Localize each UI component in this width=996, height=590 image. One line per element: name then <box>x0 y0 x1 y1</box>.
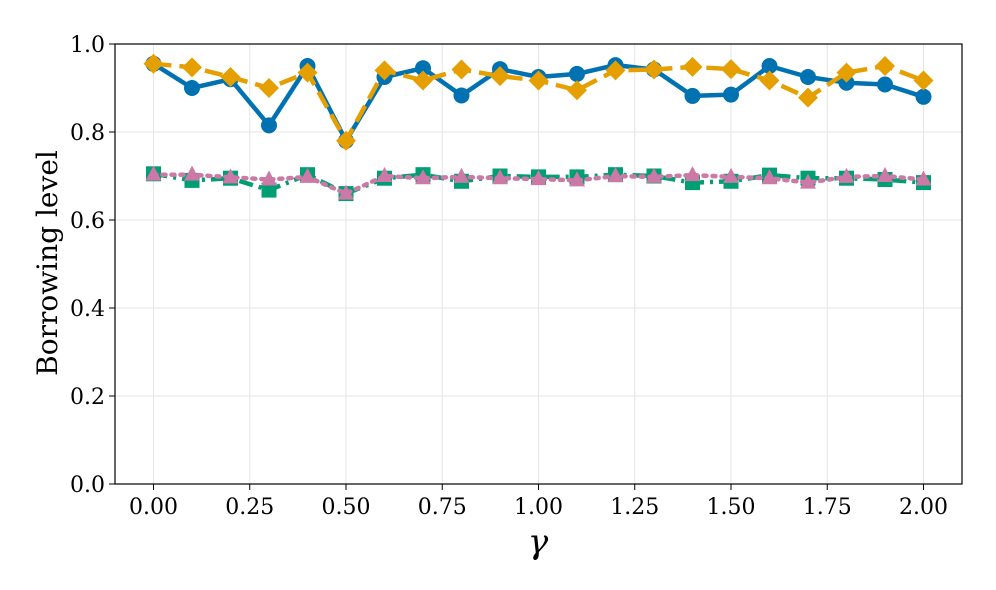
data-point <box>413 70 433 91</box>
data-point <box>877 167 893 182</box>
data-point <box>143 53 164 74</box>
data-point <box>723 167 739 183</box>
data-point <box>800 173 816 189</box>
data-point <box>567 80 587 101</box>
data-point <box>530 170 547 186</box>
y-tick-label: 0.6 <box>70 209 105 234</box>
data-point <box>184 80 200 96</box>
x-tick-label: 0.25 <box>225 495 274 520</box>
data-point <box>453 167 470 183</box>
data-point <box>761 169 778 185</box>
data-point <box>836 62 857 83</box>
data-point <box>338 184 354 200</box>
x-tick-label: 0.00 <box>129 495 178 520</box>
data-point <box>490 66 510 87</box>
data-point <box>838 167 855 183</box>
data-point <box>915 170 932 186</box>
y-tick-label: 0.2 <box>70 385 105 410</box>
series-line <box>151 172 926 196</box>
y-tick-label: 0.8 <box>70 121 105 146</box>
data-point <box>684 87 701 104</box>
data-point <box>415 60 431 77</box>
data-point <box>492 169 508 185</box>
data-point <box>297 62 318 83</box>
x-axis-label: γ <box>528 522 549 562</box>
data-point <box>376 167 393 182</box>
data-point <box>605 60 626 81</box>
data-point <box>374 60 395 81</box>
data-point <box>261 117 277 134</box>
data-point <box>299 167 316 183</box>
x-tick-label: 0.50 <box>322 495 371 520</box>
data-point <box>798 87 818 108</box>
data-point <box>451 59 472 80</box>
data-point <box>336 130 356 151</box>
data-point <box>184 165 200 181</box>
data-point <box>644 59 664 80</box>
data-point <box>415 169 431 185</box>
data-point <box>569 171 585 187</box>
series-2 <box>143 53 934 151</box>
data-point <box>800 69 816 85</box>
series-layer <box>143 53 934 202</box>
data-point <box>684 166 701 182</box>
data-point <box>453 87 470 104</box>
y-tick-label: 1.0 <box>70 33 105 58</box>
x-tick-label: 1.75 <box>803 495 852 520</box>
data-point <box>761 58 778 74</box>
x-tick-label: 1.00 <box>514 495 563 520</box>
x-tick-label: 0.75 <box>418 495 467 520</box>
data-point <box>261 170 277 186</box>
data-point <box>682 56 703 77</box>
y-axis-label: Borrowing level <box>31 150 64 376</box>
data-point <box>721 59 741 80</box>
x-tick-label: 1.25 <box>610 495 659 520</box>
data-point <box>182 57 202 78</box>
data-point <box>261 182 277 198</box>
data-point <box>915 88 932 105</box>
data-point <box>220 67 241 87</box>
data-point <box>759 70 780 91</box>
data-point <box>222 168 239 184</box>
data-point <box>913 70 934 91</box>
data-point <box>569 65 585 82</box>
data-point <box>607 167 624 182</box>
y-tick-label: 0.0 <box>70 473 105 498</box>
data-point <box>875 56 895 76</box>
data-point <box>528 70 549 91</box>
data-point <box>259 78 279 98</box>
grid-lines <box>115 43 962 485</box>
axes: 0.00 0.25 0.50 0.75 1.00 1.25 1.50 1.75 2.00 0.0 0… <box>70 33 948 520</box>
series-4 <box>145 165 932 200</box>
data-point <box>877 76 893 93</box>
data-point <box>145 165 162 181</box>
x-tick-label: 2.00 <box>899 495 948 520</box>
data-point <box>723 86 739 103</box>
y-tick-label: 0.4 <box>70 297 105 322</box>
data-point <box>838 74 855 91</box>
x-tick-label: 1.50 <box>707 495 756 520</box>
data-point <box>646 167 662 183</box>
